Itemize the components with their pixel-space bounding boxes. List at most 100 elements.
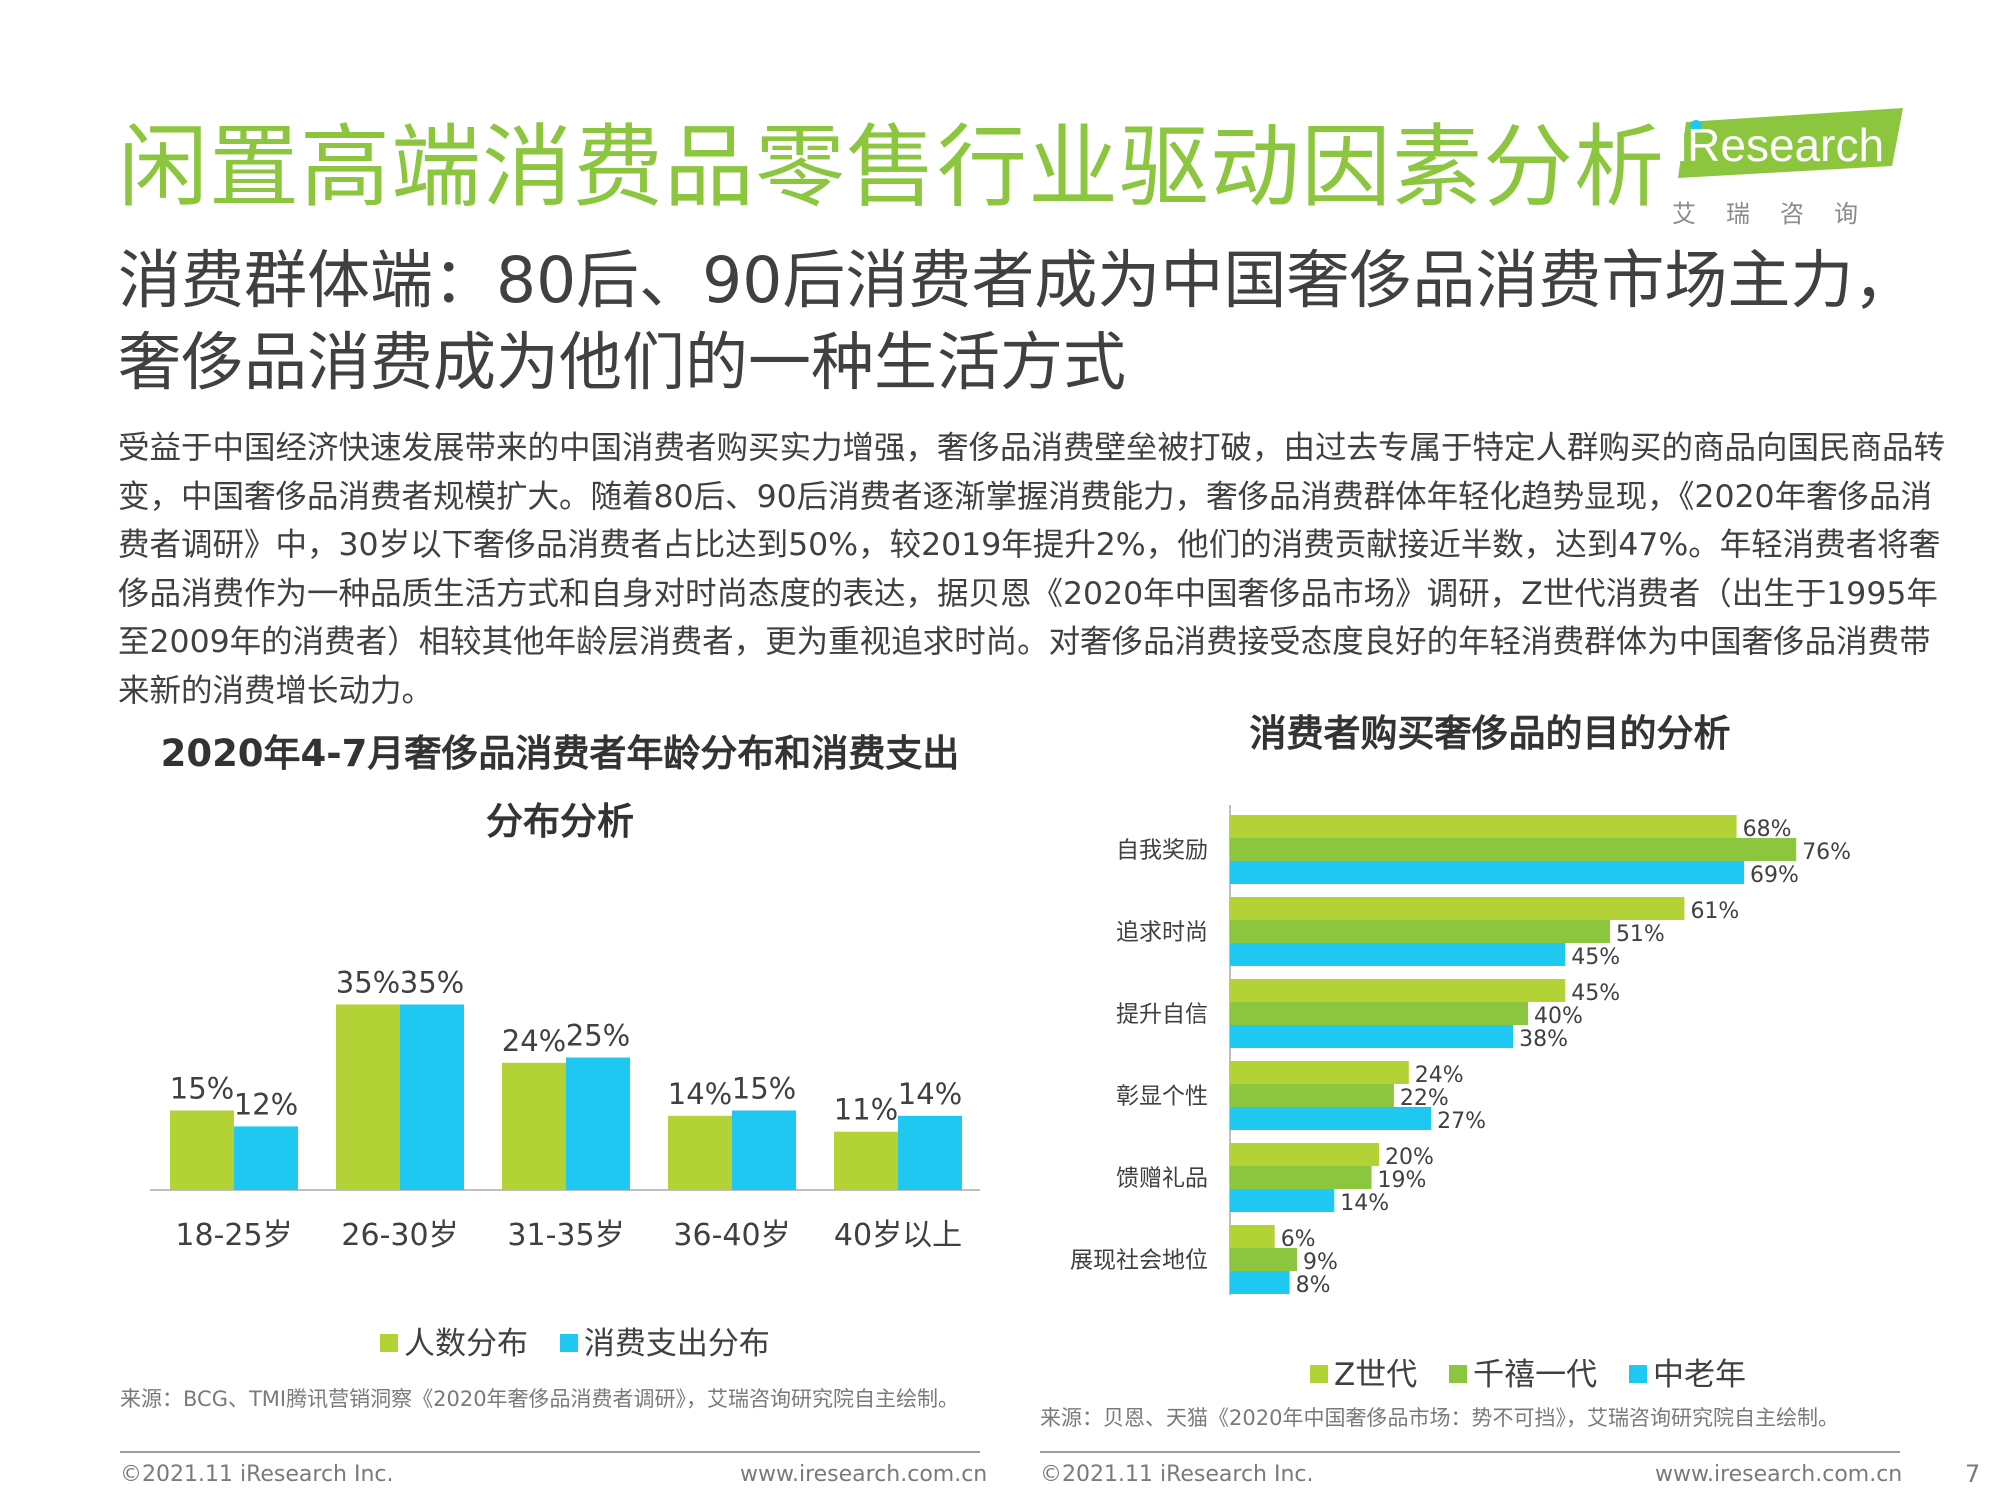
data-label: 38%	[1519, 1027, 1568, 1052]
bar-gen-z-2	[1230, 979, 1566, 1002]
data-label: 35%	[336, 966, 400, 1000]
footer-website-right: www.iresearch.com.cn	[1655, 1462, 1903, 1487]
y-tick-label: 提升自信	[1116, 1002, 1208, 1028]
x-tick-label: 36-40岁	[673, 1218, 790, 1253]
bar-gen-z-3	[1230, 1061, 1409, 1084]
data-label: 15%	[170, 1072, 234, 1106]
legend-swatch-gen-z	[1310, 1364, 1328, 1383]
bar-spending-0	[234, 1126, 298, 1190]
section-subtitle: 消费群体端：80后、90后消费者成为中国奢侈品消费市场主力，奢侈品消费成为他们的…	[118, 244, 1917, 399]
data-label: 25%	[566, 1019, 630, 1053]
data-label: 76%	[1802, 840, 1851, 865]
bar-millennials-3	[1230, 1084, 1394, 1107]
data-label: 27%	[1437, 1109, 1486, 1134]
data-label: 51%	[1616, 922, 1665, 947]
bar-middle-aged-0	[1230, 861, 1745, 884]
bar-gen-z-4	[1230, 1143, 1379, 1166]
y-tick-label: 馈赠礼品	[1116, 1166, 1208, 1192]
data-label: 14%	[1340, 1191, 1389, 1216]
right-chart-title: 消费者购买奢侈品的目的分析	[1249, 712, 1731, 755]
bar-spending-2	[566, 1057, 630, 1190]
bar-middle-aged-2	[1230, 1025, 1514, 1048]
bar-gen-z-5	[1230, 1225, 1275, 1248]
data-label: 6%	[1281, 1227, 1316, 1252]
x-tick-label: 26-30岁	[341, 1218, 458, 1253]
legend-label-millennials: 千禧一代	[1473, 1357, 1598, 1393]
data-label: 9%	[1303, 1250, 1338, 1275]
footer-copyright-right: ©2021.11 iResearch Inc.	[1040, 1462, 1314, 1487]
legend-label-people: 人数分布	[404, 1326, 528, 1362]
data-label: 15%	[732, 1072, 796, 1106]
data-label: 35%	[400, 966, 464, 1000]
bar-spending-3	[732, 1110, 796, 1190]
footer-website-left: www.iresearch.com.cn	[740, 1462, 988, 1487]
legend-item-millennials: 千禧一代	[1449, 1357, 1597, 1393]
data-label: 20%	[1385, 1145, 1434, 1170]
logo-subtitle: 艾瑞咨询	[1672, 200, 1888, 228]
logo-text: iResearch	[1676, 119, 1885, 171]
bar-people-2	[502, 1062, 566, 1190]
bar-millennials-5	[1230, 1248, 1298, 1271]
data-label: 8%	[1296, 1273, 1331, 1298]
right-chart-legend: Z世代 千禧一代 中老年	[1310, 1349, 1768, 1394]
footer-copyright-left: ©2021.11 iResearch Inc.	[120, 1462, 394, 1487]
legend-swatch-millennials	[1449, 1364, 1468, 1383]
legend-item-spending: 消费支出分布	[559, 1326, 770, 1362]
data-label: 61%	[1690, 899, 1739, 924]
bar-gen-z-1	[1230, 897, 1685, 920]
legend-label-gen-z: Z世代	[1334, 1357, 1418, 1393]
data-label: 11%	[834, 1093, 898, 1127]
y-tick-label: 自我奖励	[1116, 838, 1208, 864]
bar-spending-4	[898, 1115, 962, 1190]
bar-middle-aged-5	[1230, 1271, 1290, 1294]
right-chart-source: 来源：贝恩、天猫《2020年中国奢侈品市场：势不可挡》，艾瑞咨询研究院自主绘制。	[1040, 1406, 1839, 1430]
bar-people-1	[336, 1004, 400, 1190]
data-label: 40%	[1534, 1004, 1583, 1029]
bar-people-3	[668, 1115, 732, 1190]
left-chart-title: 2020年4-7月奢侈品消费者年龄分布和消费支出分布分析	[160, 732, 960, 843]
page-number: 7	[1965, 1460, 1981, 1488]
legend-label-middle-aged: 中老年	[1652, 1357, 1746, 1393]
logo-badge	[1678, 108, 1903, 178]
left-chart-legend: 人数分布 消费支出分布	[380, 1318, 792, 1363]
data-label: 14%	[668, 1077, 732, 1111]
left-chart-source: 来源：BCG、TMI腾讯营销洞察《2020年奢侈品消费者调研》，艾瑞咨询研究院自…	[120, 1387, 960, 1411]
data-label: 22%	[1400, 1086, 1449, 1111]
legend-swatch-spending	[559, 1333, 578, 1352]
bar-spending-1	[400, 1004, 464, 1190]
legend-label-spending: 消费支出分布	[583, 1326, 770, 1362]
bar-millennials-4	[1230, 1166, 1372, 1189]
bar-middle-aged-1	[1230, 943, 1566, 966]
purchase-purpose-chart: 68%76%69%自我奖励61%51%45%追求时尚45%40%38%提升自信2…	[1070, 805, 1851, 1298]
legend-item-middle-aged: 中老年	[1628, 1357, 1746, 1393]
data-label: 69%	[1750, 863, 1799, 888]
bar-middle-aged-3	[1230, 1107, 1432, 1130]
data-label: 45%	[1571, 945, 1620, 970]
data-label: 19%	[1378, 1168, 1427, 1193]
legend-swatch-people	[380, 1333, 398, 1352]
bar-millennials-1	[1230, 920, 1610, 943]
y-tick-label: 展现社会地位	[1070, 1248, 1208, 1274]
data-label: 24%	[1415, 1063, 1464, 1088]
body-paragraph: 受益于中国经济快速发展带来的中国消费者购买实力增强，奢侈品消费壁垒被打破，由过去…	[118, 430, 1946, 709]
data-label: 68%	[1743, 817, 1792, 842]
bar-millennials-2	[1230, 1002, 1528, 1025]
bar-gen-z-0	[1230, 815, 1737, 838]
data-label: 14%	[898, 1077, 962, 1111]
iresearch-logo: iResearch 艾瑞咨询	[1668, 108, 1908, 228]
footer-divider-right	[1040, 1451, 1900, 1453]
legend-item-people: 人数分布	[380, 1326, 528, 1362]
legend-swatch-middle-aged	[1628, 1364, 1647, 1383]
bar-people-0	[170, 1110, 234, 1190]
x-tick-label: 18-25岁	[175, 1218, 292, 1253]
bar-middle-aged-4	[1230, 1189, 1335, 1212]
bar-people-4	[834, 1131, 898, 1190]
footer-divider-left	[120, 1451, 980, 1453]
data-label: 24%	[502, 1024, 566, 1058]
data-label: 45%	[1571, 981, 1620, 1006]
x-tick-label: 31-35岁	[507, 1218, 624, 1253]
y-tick-label: 彰显个性	[1116, 1084, 1208, 1110]
y-tick-label: 追求时尚	[1116, 920, 1208, 946]
page-title: 闲置高端消费品零售行业驱动因素分析	[118, 115, 1665, 220]
